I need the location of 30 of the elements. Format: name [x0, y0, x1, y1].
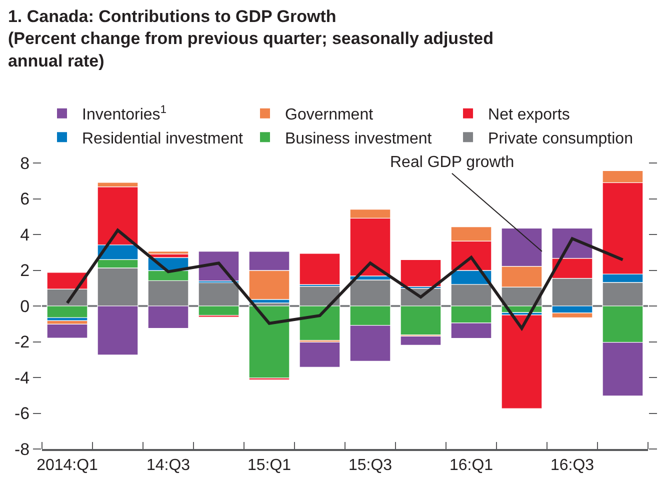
y-tick-label: -8: [14, 440, 30, 459]
y-tick-label: -2: [14, 332, 30, 352]
bar: [46, 324, 88, 338]
x-tick-label: 16:Q3: [550, 457, 594, 474]
bar: [248, 306, 290, 378]
line-series: [66, 228, 624, 330]
y-tick-label: 2: [20, 261, 30, 280]
y-tick-label: -6: [14, 404, 30, 424]
bar: [501, 314, 542, 409]
x-tick-label: 16:Q1: [449, 457, 494, 474]
x-tick-label: 15:Q3: [348, 457, 392, 474]
text: Real GDP growth: [390, 154, 514, 171]
x-tick-label: 15:Q1: [247, 457, 292, 474]
bar: [148, 251, 189, 254]
chart-title: 1. Canada: Contributions to GDP Growth: [8, 7, 336, 26]
legend-label: Private consumption: [488, 130, 633, 148]
y-tick-label: 4: [20, 225, 30, 244]
x-tick-label: 14:Q3: [146, 457, 190, 474]
y-tick-label: 8: [20, 154, 30, 173]
y-tick-label: -4: [14, 368, 30, 388]
legend-label: Government: [285, 106, 374, 124]
legend-label: Residential investment: [82, 130, 244, 148]
x-tick-label: 2014:Q1: [36, 457, 98, 474]
legend-label: Business investment: [285, 130, 432, 148]
y-tick-label: 6: [20, 190, 30, 209]
chart-subtitle: (Percent change from previous quarter; seasonally adjusted annual rate): [8, 29, 494, 70]
y-tick-label: 0: [20, 296, 30, 316]
legend-label: Net exports: [488, 106, 570, 124]
bar: [299, 342, 340, 368]
legend-label: Inventories$^{1}$: [82, 104, 166, 124]
